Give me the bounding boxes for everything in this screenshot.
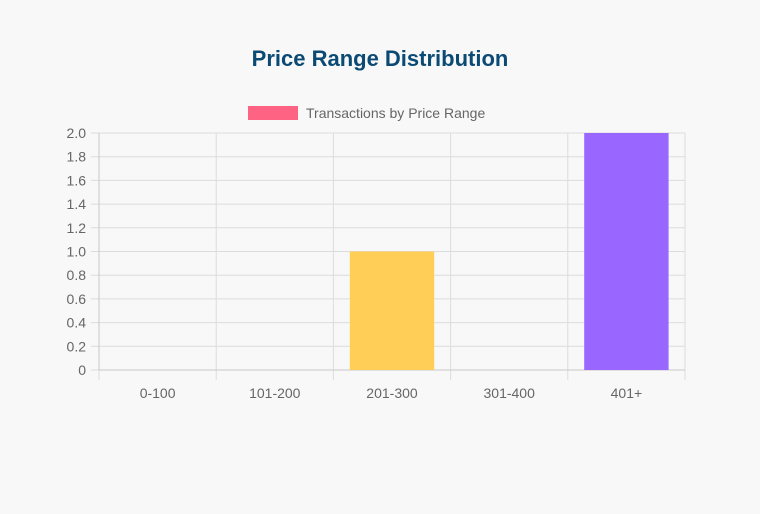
- y-tick-label: 0.8: [67, 267, 87, 283]
- x-tick-label: 401+: [611, 385, 643, 401]
- y-tick-label: 0: [78, 362, 86, 378]
- y-tick-label: 2.0: [67, 125, 87, 141]
- y-tick-label: 0.4: [67, 315, 87, 331]
- y-tick-label: 1.2: [67, 220, 87, 236]
- y-tick-label: 0.6: [67, 291, 87, 307]
- x-tick-label: 101-200: [249, 385, 301, 401]
- y-tick-label: 0.2: [67, 338, 87, 354]
- bar-201-300[interactable]: [349, 251, 435, 371]
- y-tick-label: 1.8: [67, 149, 87, 165]
- y-tick-label: 1.0: [67, 244, 87, 260]
- legend-swatch: [248, 106, 298, 120]
- x-tick-label: 0-100: [140, 385, 176, 401]
- y-tick-label: 1.6: [67, 172, 87, 188]
- x-tick-label: 201-300: [366, 385, 418, 401]
- bar-401+[interactable]: [584, 133, 669, 370]
- chart-title: Price Range Distribution: [251, 46, 509, 71]
- y-tick-label: 1.4: [67, 196, 87, 212]
- x-tick-label: 301-400: [484, 385, 536, 401]
- legend-label: Transactions by Price Range: [306, 105, 485, 121]
